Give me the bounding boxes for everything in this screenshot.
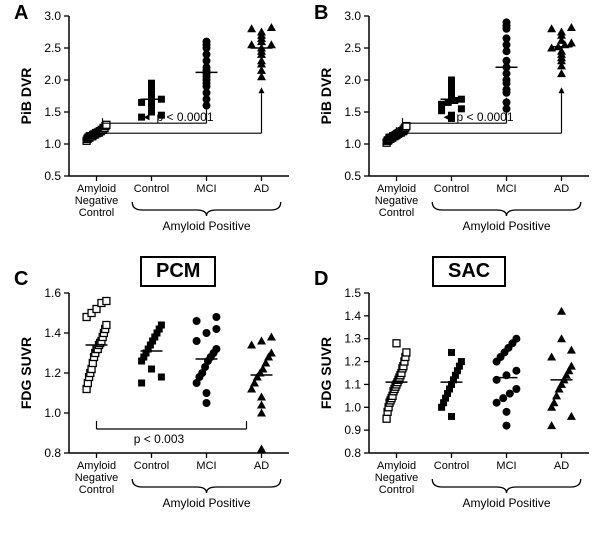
svg-text:Amyloid: Amyloid (77, 183, 116, 195)
svg-text:p < 0.0001: p < 0.0001 (456, 110, 513, 124)
panel-b: 0.5 1.0 1.5 2.0 2.5 3.0 PiB DVR AmyloidNegative… (318, 9, 589, 233)
svg-text:1.0: 1.0 (344, 400, 361, 414)
panel-c: 0.81.01.21.41.6FDG SUVRAmyloidNegativeCo… (18, 286, 289, 510)
svg-text:Amyloid Positive: Amyloid Positive (462, 496, 550, 510)
svg-text:0.8: 0.8 (344, 446, 361, 460)
panel-label-a: A (14, 2, 28, 25)
svg-text:p < 0.003: p < 0.003 (134, 432, 185, 446)
svg-text:Amyloid: Amyloid (77, 460, 116, 472)
svg-text:1.1: 1.1 (344, 377, 361, 391)
svg-text:1.6: 1.6 (44, 286, 61, 300)
svg-text:Control: Control (134, 460, 169, 472)
svg-text:1.5: 1.5 (344, 105, 361, 119)
svg-text:Control: Control (79, 484, 114, 496)
panel-label-c: C (14, 268, 28, 291)
svg-text:1.0: 1.0 (44, 406, 61, 420)
svg-text:FDG SUVR: FDG SUVR (18, 337, 34, 409)
svg-text:0.5: 0.5 (344, 169, 361, 183)
svg-text:1.0: 1.0 (344, 137, 361, 151)
svg-text:Amyloid Positive: Amyloid Positive (162, 496, 250, 510)
svg-text:1.3: 1.3 (344, 332, 361, 346)
svg-text:Amyloid: Amyloid (377, 460, 416, 472)
svg-text:p < 0.0001: p < 0.0001 (156, 110, 213, 124)
svg-text:Control: Control (379, 484, 414, 496)
svg-text:1.2: 1.2 (44, 366, 61, 380)
svg-text:Negative: Negative (375, 472, 418, 484)
panel-a: 0.5 1.0 1.5 2.0 2.5 3.0 PiB DVR AmyloidNegative… (18, 9, 289, 233)
svg-text:2.5: 2.5 (44, 41, 61, 55)
plot-svg: 0.51.01.52.02.53.0PiB DVRAmyloidNegative… (0, 0, 606, 549)
svg-text:PiB DVR: PiB DVR (318, 68, 334, 125)
svg-text:MCI: MCI (496, 183, 516, 195)
svg-text:3.0: 3.0 (44, 9, 61, 23)
svg-text:MCI: MCI (196, 460, 216, 472)
svg-text:Negative: Negative (75, 472, 118, 484)
panel-d: 0.8 0.9 1.0 1.1 1.2 1.3 1.4 1.5 FDG SUVR AmyloidN… (318, 286, 589, 510)
svg-text:3.0: 3.0 (344, 9, 361, 23)
svg-text:1.2: 1.2 (344, 355, 361, 369)
svg-text:1.0: 1.0 (44, 137, 61, 151)
svg-text:AD: AD (554, 460, 569, 472)
svg-text:Negative: Negative (75, 195, 118, 207)
svg-text:MCI: MCI (496, 460, 516, 472)
svg-text:0.5: 0.5 (44, 169, 61, 183)
svg-text:1.4: 1.4 (344, 309, 361, 323)
svg-text:2.5: 2.5 (344, 41, 361, 55)
svg-text:2.0: 2.0 (44, 73, 61, 87)
svg-text:1.5: 1.5 (344, 286, 361, 300)
svg-text:Control: Control (434, 460, 469, 472)
svg-text:MCI: MCI (196, 183, 216, 195)
svg-text:Control: Control (434, 183, 469, 195)
region-label-sac: SAC (432, 256, 506, 287)
figure-root: A B C D PCM SAC 0.5 1.0 1.5 2.0 2.5 3.0 PiB DV… (0, 0, 606, 549)
svg-text:0.8: 0.8 (44, 446, 61, 460)
panel-label-d: D (314, 268, 328, 291)
svg-text:Amyloid Positive: Amyloid Positive (462, 219, 550, 233)
svg-text:AD: AD (254, 460, 269, 472)
svg-text:AD: AD (254, 183, 269, 195)
svg-text:2.0: 2.0 (344, 73, 361, 87)
svg-text:Control: Control (79, 207, 114, 219)
svg-text:Control: Control (134, 183, 169, 195)
svg-text:AD: AD (554, 183, 569, 195)
svg-text:Amyloid Positive: Amyloid Positive (162, 219, 250, 233)
panel-label-b: B (314, 2, 328, 25)
svg-text:PiB DVR: PiB DVR (18, 68, 34, 125)
svg-text:0.9: 0.9 (344, 423, 361, 437)
svg-text:1.4: 1.4 (44, 326, 61, 340)
svg-text:Amyloid: Amyloid (377, 183, 416, 195)
svg-text:Control: Control (379, 207, 414, 219)
svg-text:Negative: Negative (375, 195, 418, 207)
region-label-pcm: PCM (140, 256, 216, 287)
svg-text:1.5: 1.5 (44, 105, 61, 119)
svg-text:FDG SUVR: FDG SUVR (318, 337, 334, 409)
